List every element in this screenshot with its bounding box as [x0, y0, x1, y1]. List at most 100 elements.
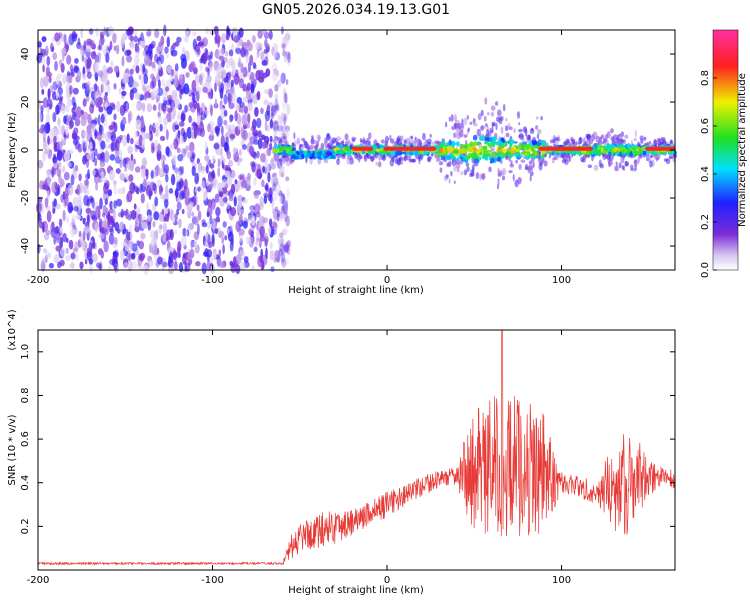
signal-core-blob: [274, 144, 278, 150]
noise-blob: [146, 103, 152, 113]
noise-blob: [219, 261, 226, 269]
signal-halo-blob: [648, 141, 652, 144]
noise-blob: [101, 176, 108, 183]
noise-blob: [141, 222, 148, 230]
signal-halo-blob: [630, 164, 634, 171]
snr-x-tick-label: 0: [384, 575, 390, 586]
noise-blob: [186, 252, 191, 262]
noise-blob: [174, 41, 180, 47]
noise-blob: [67, 98, 73, 107]
signal-halo-blob: [299, 143, 304, 148]
noise-blob: [223, 119, 228, 126]
signal-halo-blob: [444, 121, 448, 128]
noise-blob: [210, 130, 214, 137]
signal-core-blob: [620, 147, 626, 151]
noise-blob: [249, 54, 254, 66]
noise-blob: [210, 51, 213, 59]
noise-blob: [146, 31, 152, 37]
noise-blob: [92, 253, 98, 263]
noise-blob: [242, 66, 248, 78]
signal-halo-blob: [535, 116, 539, 120]
signal-halo-blob: [518, 122, 521, 126]
noise-blob: [182, 46, 186, 56]
noise-blob: [99, 197, 103, 210]
signal-core-blob: [349, 144, 353, 150]
signal-core-blob: [285, 148, 290, 154]
noise-blob: [220, 68, 227, 76]
signal-halo-blob: [528, 160, 533, 165]
noise-blob: [48, 76, 52, 83]
colorbar-tick-label: 0.8: [700, 70, 711, 86]
noise-blob: [263, 194, 268, 205]
signal-halo-blob: [518, 134, 522, 139]
noise-blob: [267, 125, 270, 131]
noise-blob: [255, 54, 259, 60]
noise-blob: [286, 55, 292, 66]
noise-blob: [79, 261, 84, 270]
noise-blob: [143, 178, 147, 188]
noise-blob: [283, 211, 288, 223]
noise-blob: [142, 64, 146, 73]
noise-blob: [271, 46, 275, 57]
noise-blob: [82, 111, 89, 120]
noise-blob: [52, 52, 58, 60]
noise-blob: [267, 226, 272, 236]
noise-blob: [103, 219, 108, 230]
signal-halo-blob: [495, 122, 498, 131]
signal-core-blob: [460, 158, 466, 162]
noise-blob: [37, 213, 42, 222]
snr-x-tick-label: -100: [201, 575, 224, 586]
signal-halo-blob: [369, 155, 374, 162]
noise-blob: [75, 113, 80, 125]
noise-blob: [276, 212, 280, 222]
signal-halo-blob: [472, 118, 476, 124]
noise-blob: [274, 250, 281, 262]
noise-blob: [63, 34, 67, 46]
noise-blob: [123, 76, 130, 84]
signal-halo-blob: [368, 132, 372, 140]
noise-blob: [242, 198, 249, 205]
signal-halo-blob: [620, 131, 625, 138]
noise-blob: [227, 93, 232, 105]
noise-blob: [159, 46, 164, 53]
noise-blob: [249, 72, 255, 80]
noise-blob: [54, 183, 61, 191]
noise-blob: [256, 117, 262, 129]
noise-blob: [86, 38, 93, 45]
noise-blob: [35, 202, 43, 213]
noise-blob: [205, 164, 209, 174]
noise-blob: [62, 209, 66, 222]
noise-blob: [278, 195, 283, 204]
noise-blob: [145, 91, 151, 99]
signal-halo-blob: [634, 159, 637, 164]
signal-halo-blob: [465, 162, 470, 167]
noise-blob: [70, 252, 76, 260]
noise-blob: [253, 246, 258, 253]
noise-blob: [152, 104, 157, 111]
noise-blob: [185, 186, 190, 197]
signal-halo-blob: [619, 139, 625, 143]
noise-blob: [247, 214, 253, 221]
signal-core-blob: [326, 151, 333, 157]
noise-blob: [70, 117, 73, 128]
noise-blob: [258, 76, 265, 83]
noise-blob: [130, 153, 134, 162]
noise-blob: [229, 169, 236, 179]
noise-blob: [83, 57, 89, 64]
signal-halo-blob: [326, 133, 331, 141]
signal-core-blob: [517, 144, 522, 150]
noise-blob: [127, 112, 131, 124]
noise-blob: [264, 120, 268, 132]
noise-blob: [114, 139, 120, 152]
colorbar-frame: [712, 29, 739, 271]
signal-halo-blob: [599, 163, 604, 169]
signal-core-blob: [470, 152, 477, 159]
noise-blob: [256, 168, 261, 178]
noise-blob: [264, 56, 269, 66]
colorbar-tick-label: 0.0: [700, 262, 711, 278]
signal-halo-blob: [663, 158, 669, 162]
noise-blob: [95, 27, 99, 37]
noise-blob: [165, 99, 172, 106]
noise-blob: [92, 169, 96, 176]
snr-panel: -200 -100 0 100 0.2 0.4 0.6 0.8 1.0 Height of s…: [7, 309, 676, 596]
